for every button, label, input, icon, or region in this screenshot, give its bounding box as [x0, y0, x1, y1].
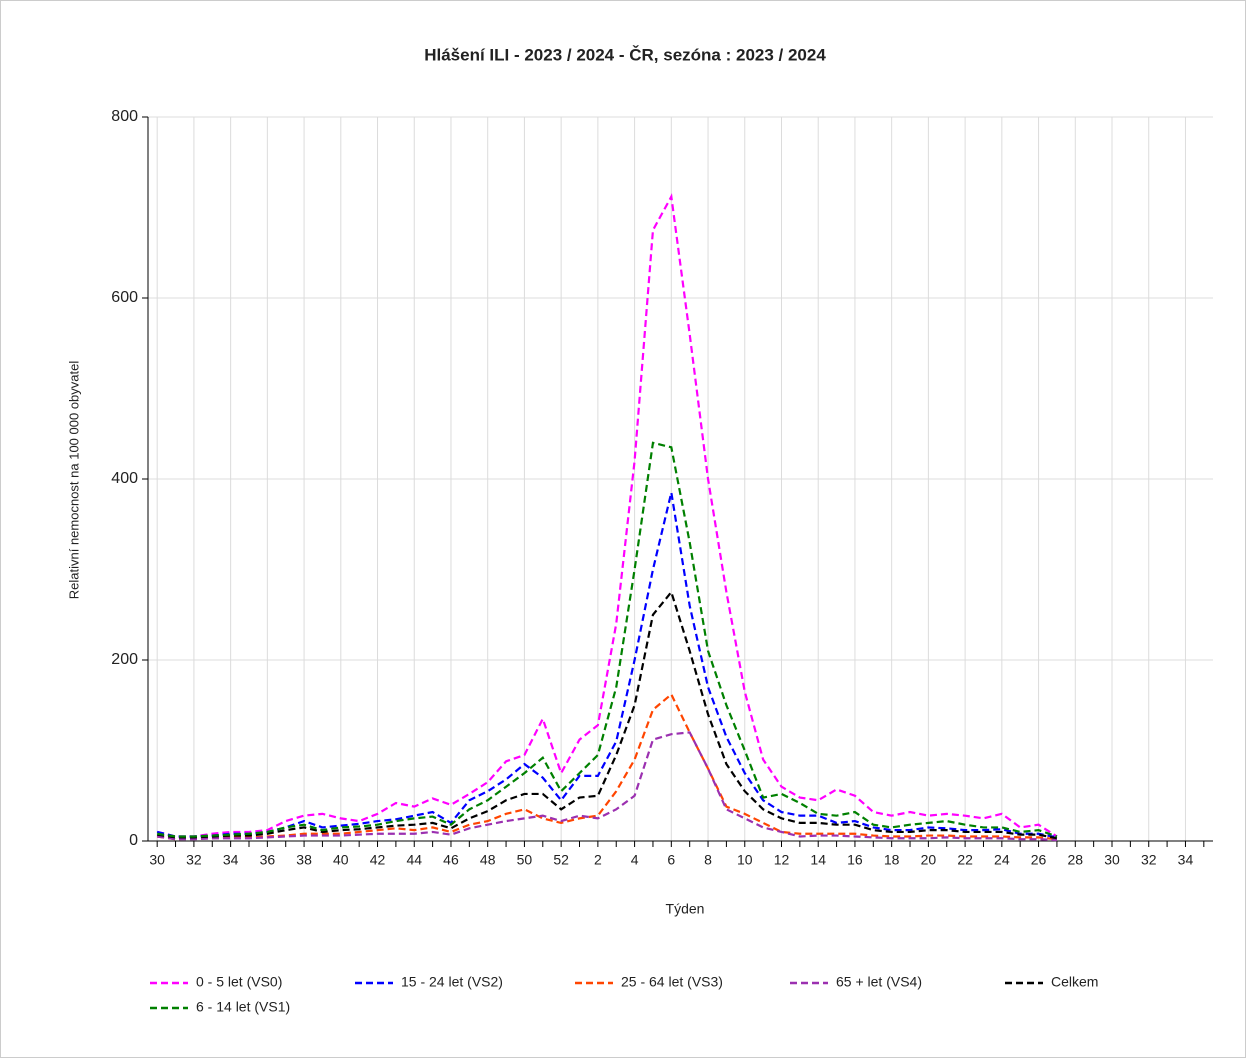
x-tick-label: 32 — [1141, 852, 1157, 868]
y-tick-label: 600 — [111, 289, 138, 306]
legend-label: 6 - 14 let (VS1) — [196, 999, 290, 1015]
x-tick-label: 30 — [149, 852, 165, 868]
x-tick-label: 46 — [443, 852, 459, 868]
legend-label: 15 - 24 let (VS2) — [401, 974, 503, 990]
x-tick-label: 12 — [774, 852, 790, 868]
legend-label: 25 - 64 let (VS3) — [621, 974, 723, 990]
series-line — [157, 692, 1058, 841]
x-tick-label: 8 — [704, 852, 712, 868]
series-line — [157, 441, 1058, 838]
y-tick-label: 0 — [129, 832, 138, 849]
x-tick-label: 30 — [1104, 852, 1120, 868]
x-tick-label: 10 — [737, 852, 753, 868]
x-tick-label: 14 — [810, 852, 826, 868]
x-tick-label: 20 — [921, 852, 937, 868]
legend-label: 0 - 5 let (VS0) — [196, 974, 282, 990]
series-line — [157, 731, 1057, 842]
x-tick-label: 50 — [517, 852, 533, 868]
x-tick-label: 28 — [1067, 852, 1083, 868]
x-tick-label: 34 — [223, 852, 239, 868]
x-axis-label: Týden — [666, 901, 705, 917]
x-tick-label: 24 — [994, 852, 1010, 868]
series-line — [156, 492, 1058, 839]
legend-label: Celkem — [1051, 974, 1098, 990]
x-tick-label: 44 — [406, 852, 422, 868]
x-tick-label: 42 — [370, 852, 386, 868]
y-tick-label: 200 — [111, 651, 138, 668]
x-tick-label: 36 — [260, 852, 276, 868]
chart-title: Hlášení ILI - 2023 / 2024 - ČR, sezóna :… — [424, 45, 826, 64]
y-tick-label: 800 — [111, 108, 138, 125]
x-tick-label: 4 — [631, 852, 639, 868]
x-tick-label: 52 — [553, 852, 569, 868]
x-tick-label: 18 — [884, 852, 900, 868]
x-tick-label: 38 — [296, 852, 312, 868]
x-tick-label: 22 — [957, 852, 973, 868]
x-tick-label: 32 — [186, 852, 202, 868]
x-tick-label: 48 — [480, 852, 496, 868]
y-axis-label: Relativní nemocnost na 100 000 obyvatel — [66, 361, 81, 600]
x-tick-label: 34 — [1178, 852, 1194, 868]
x-tick-label: 16 — [847, 852, 863, 868]
y-tick-label: 400 — [111, 470, 138, 487]
legend-label: 65 + let (VS4) — [836, 974, 922, 990]
x-tick-label: 40 — [333, 852, 349, 868]
series-line — [156, 193, 1058, 838]
x-tick-label: 26 — [1031, 852, 1047, 868]
x-tick-label: 6 — [667, 852, 675, 868]
x-tick-label: 2 — [594, 852, 602, 868]
